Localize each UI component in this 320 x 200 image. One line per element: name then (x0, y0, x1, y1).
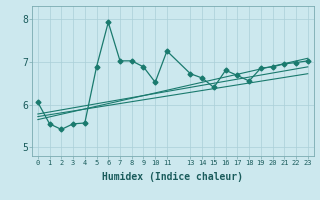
X-axis label: Humidex (Indice chaleur): Humidex (Indice chaleur) (102, 172, 243, 182)
